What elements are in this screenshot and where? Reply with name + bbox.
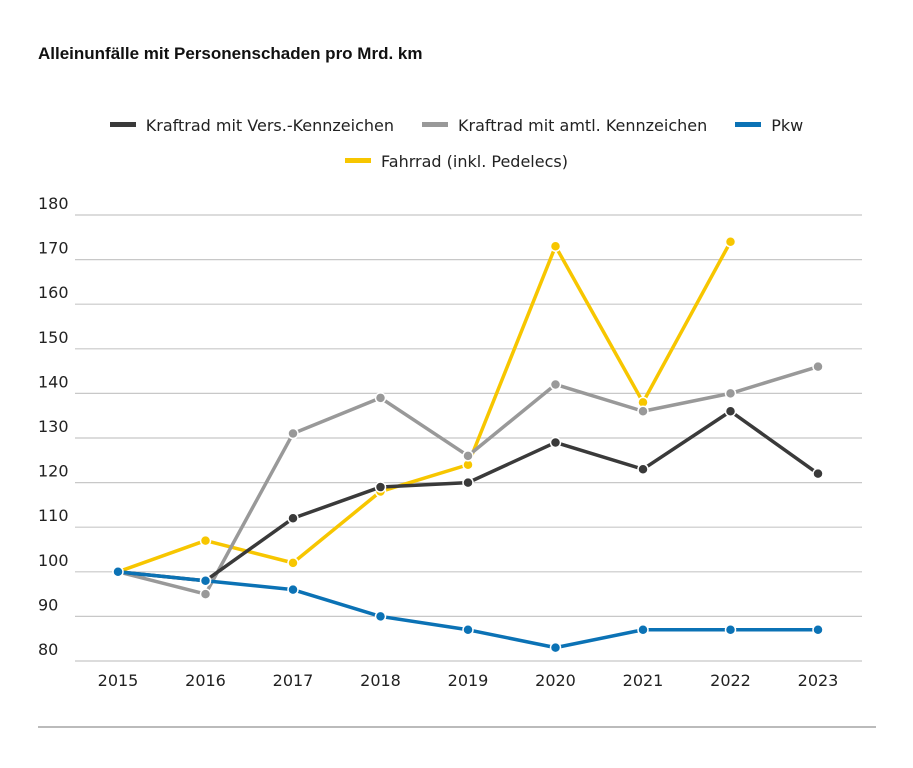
data-point bbox=[374, 610, 387, 623]
x-tick-label: 2018 bbox=[360, 671, 401, 690]
data-point bbox=[287, 557, 299, 569]
y-tick-label: 160 bbox=[38, 283, 69, 302]
y-tick-label: 80 bbox=[38, 640, 58, 659]
data-point bbox=[812, 624, 824, 636]
legend-label: Fahrrad (inkl. Pedelecs) bbox=[381, 152, 568, 171]
x-tick-label: 2015 bbox=[98, 671, 139, 690]
legend-label: Kraftrad mit Vers.-Kennzeichen bbox=[145, 116, 395, 135]
legend-label: Pkw bbox=[771, 116, 804, 135]
data-point bbox=[549, 641, 562, 654]
y-tick-label: 100 bbox=[38, 551, 69, 570]
data-point bbox=[287, 427, 299, 440]
data-point bbox=[724, 405, 737, 417]
data-point bbox=[374, 392, 387, 404]
y-tick-label: 110 bbox=[38, 506, 69, 525]
data-point bbox=[549, 378, 562, 391]
data-point bbox=[199, 574, 212, 587]
y-tick-label: 90 bbox=[38, 595, 58, 614]
x-tick-label: 2021 bbox=[623, 671, 664, 690]
data-point bbox=[462, 624, 474, 636]
legend-swatch bbox=[345, 158, 372, 163]
data-point bbox=[637, 405, 649, 417]
series-line bbox=[117, 240, 733, 574]
legend-swatch bbox=[422, 122, 449, 127]
x-tick-label: 2017 bbox=[273, 671, 314, 690]
data-point bbox=[812, 467, 824, 480]
data-point bbox=[549, 240, 562, 252]
data-point bbox=[724, 236, 737, 248]
y-tick-label: 180 bbox=[38, 194, 69, 213]
data-point bbox=[199, 534, 212, 547]
legend-swatch bbox=[735, 122, 762, 127]
data-point bbox=[462, 450, 474, 462]
data-point bbox=[287, 512, 299, 525]
data-point bbox=[374, 481, 387, 493]
data-point bbox=[287, 583, 299, 596]
y-tick-label: 170 bbox=[38, 239, 69, 258]
legend-item: Kraftrad mit Vers.-Kennzeichen bbox=[109, 108, 395, 144]
y-tick-label: 150 bbox=[38, 328, 69, 347]
data-point bbox=[112, 566, 124, 578]
data-point bbox=[724, 624, 737, 636]
legend-label: Kraftrad mit amtl. Kennzeichen bbox=[458, 116, 708, 135]
x-tick-label: 2016 bbox=[185, 671, 226, 690]
data-point bbox=[549, 436, 562, 449]
y-tick-label: 140 bbox=[38, 372, 69, 391]
data-point bbox=[637, 624, 649, 636]
x-tick-label: 2019 bbox=[448, 671, 489, 690]
bottom-divider bbox=[38, 726, 876, 728]
data-point bbox=[199, 588, 212, 600]
y-tick-label: 120 bbox=[38, 462, 69, 481]
legend: Kraftrad mit Vers.-Kennzeichen Kraftrad m… bbox=[0, 108, 913, 180]
legend-swatch bbox=[109, 122, 136, 127]
legend-item: Fahrrad (inkl. Pedelecs) bbox=[345, 144, 568, 180]
data-point bbox=[812, 360, 824, 373]
legend-item: Kraftrad mit amtl. Kennzeichen bbox=[422, 108, 707, 144]
data-point bbox=[462, 476, 474, 489]
legend-item: Pkw bbox=[735, 108, 803, 144]
chart-title: Alleinunfälle mit Personenschaden pro Mr… bbox=[38, 44, 423, 63]
x-tick-label: 2020 bbox=[535, 671, 576, 690]
x-tick-label: 2022 bbox=[710, 671, 751, 690]
data-point bbox=[724, 387, 737, 400]
y-tick-label: 130 bbox=[38, 417, 69, 436]
x-tick-label: 2023 bbox=[798, 671, 839, 690]
series-line bbox=[117, 409, 820, 583]
series-line bbox=[117, 570, 818, 650]
data-point bbox=[637, 463, 649, 475]
